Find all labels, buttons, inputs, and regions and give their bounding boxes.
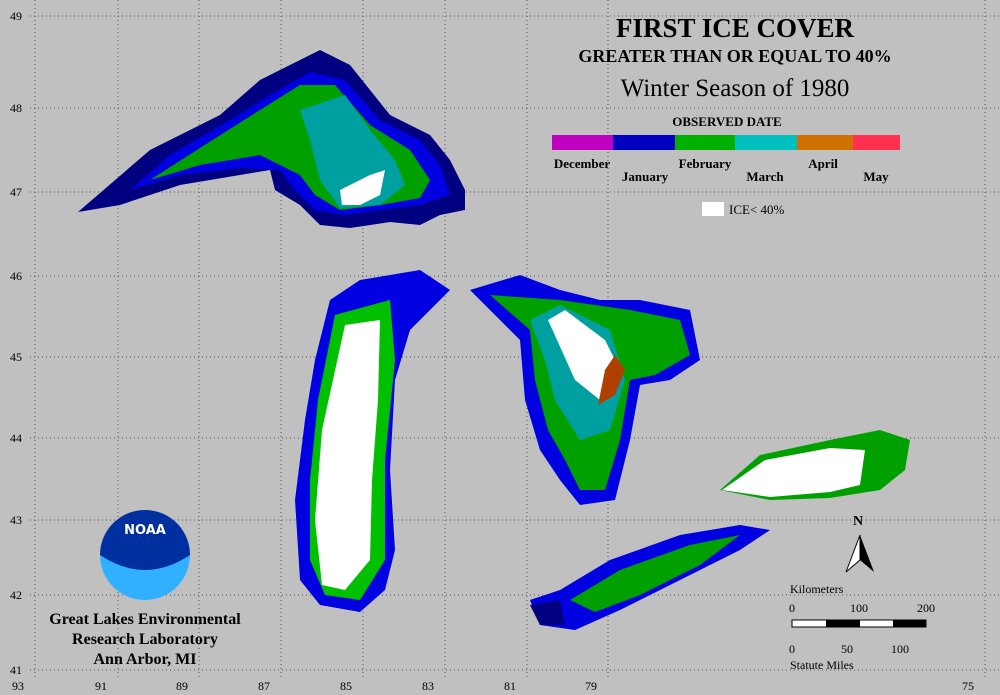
longitude-label: 83 bbox=[422, 679, 434, 693]
km-tick: 0 bbox=[789, 601, 795, 615]
longitude-label: 75 bbox=[962, 679, 974, 693]
lake-erie bbox=[530, 525, 770, 630]
latitude-label: 48 bbox=[10, 101, 22, 115]
latitude-label: 46 bbox=[10, 269, 22, 283]
mi-tick: 100 bbox=[891, 642, 909, 656]
longitude-label: 91 bbox=[95, 679, 107, 693]
legend-label: May bbox=[863, 169, 889, 184]
org-line: Ann Arbor, MI bbox=[94, 651, 197, 668]
lake-michigan bbox=[295, 270, 450, 612]
legend-label: April bbox=[808, 156, 838, 171]
latitude-label: 44 bbox=[10, 431, 22, 445]
longitude-label: 87 bbox=[258, 679, 270, 693]
longitude-label: 79 bbox=[585, 679, 597, 693]
ice-swatch bbox=[702, 202, 724, 216]
latitude-label: 42 bbox=[10, 588, 22, 602]
noaa-logo: NOAA bbox=[100, 510, 190, 600]
legend-title: OBSERVED DATE bbox=[672, 114, 781, 129]
legend-label: January bbox=[622, 169, 669, 184]
org-line: Great Lakes Environmental bbox=[49, 611, 241, 628]
mi-tick: 50 bbox=[841, 642, 853, 656]
km-title: Kilometers bbox=[790, 582, 844, 596]
north-arrow bbox=[860, 535, 874, 572]
scale-bar bbox=[791, 619, 927, 628]
logo-text: NOAA bbox=[124, 523, 166, 538]
longitude-label: 85 bbox=[340, 679, 352, 693]
legend-labels: December January February March April May bbox=[554, 156, 889, 184]
org-line: Research Laboratory bbox=[72, 631, 218, 648]
scale-labels: 0 100 200 0 50 100 bbox=[789, 601, 935, 656]
lake-superior bbox=[78, 50, 465, 228]
legend-bar bbox=[552, 135, 900, 150]
subtitle: GREATER THAN OR EQUAL TO 40% bbox=[578, 46, 891, 66]
mi-tick: 0 bbox=[789, 642, 795, 656]
latitude-label: 41 bbox=[10, 663, 22, 677]
km-tick: 100 bbox=[850, 601, 868, 615]
lake-huron bbox=[470, 275, 700, 505]
legend-label: December bbox=[554, 156, 611, 171]
lake-ontario bbox=[720, 430, 910, 500]
latitude-label: 45 bbox=[10, 350, 22, 364]
km-tick: 200 bbox=[917, 601, 935, 615]
legend-label: March bbox=[746, 169, 784, 184]
north-label: N bbox=[853, 514, 863, 529]
latitude-label: 43 bbox=[10, 513, 22, 527]
mi-title: Statute Miles bbox=[790, 658, 854, 672]
title: FIRST ICE COVER bbox=[616, 13, 855, 43]
longitude-label: 89 bbox=[176, 679, 188, 693]
longitude-label: 93 bbox=[12, 679, 24, 693]
latitude-label: 49 bbox=[10, 9, 22, 23]
season: Winter Season of 1980 bbox=[621, 75, 850, 102]
latitude-label: 47 bbox=[10, 185, 22, 199]
graticule: 49 48 47 46 45 44 43 42 41 93 91 89 87 85 83 81 79 75 bbox=[10, 0, 1000, 693]
longitude-label: 81 bbox=[504, 679, 516, 693]
ice-label: ICE< 40% bbox=[729, 202, 785, 217]
legend-label: February bbox=[679, 156, 732, 171]
